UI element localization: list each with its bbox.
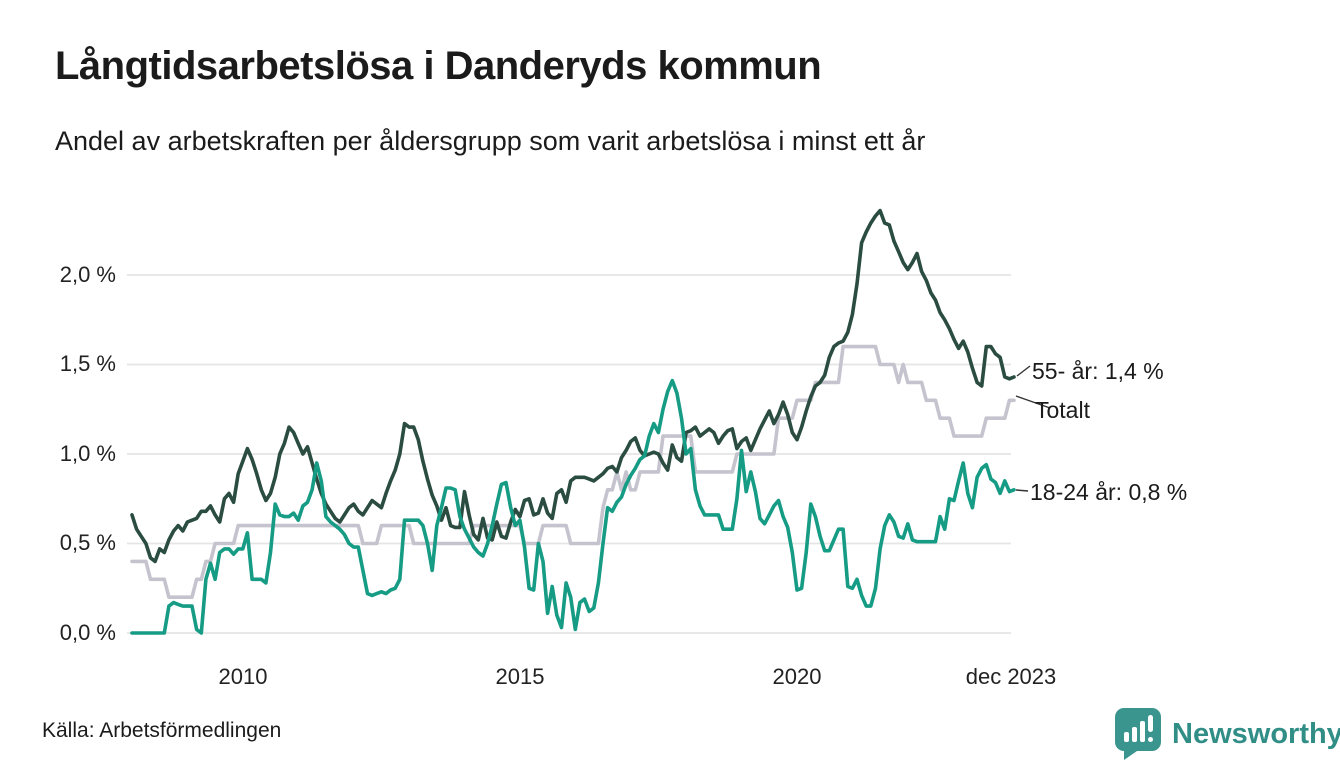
label-leader-line bbox=[1015, 489, 1029, 492]
y-tick-1-0: 1,0 % bbox=[59, 441, 116, 466]
x-tick-2010: 2010 bbox=[218, 664, 268, 689]
label-leader-line bbox=[1016, 365, 1031, 377]
y-tick-2-0: 2,0 % bbox=[59, 262, 116, 287]
series-label-total: Totalt bbox=[1035, 397, 1090, 423]
chart-subtitle: Andel av arbetskraften per åldersgrupp s… bbox=[55, 126, 926, 156]
label-leader-line bbox=[1015, 395, 1051, 409]
series-label-55: 55- år: 1,4 % bbox=[1032, 358, 1164, 384]
y-tick-1-5: 1,5 % bbox=[59, 351, 116, 376]
source-note: Källa: Arbetsförmedlingen bbox=[42, 719, 282, 742]
series-label-18-24: 18-24 år: 0,8 % bbox=[1030, 479, 1188, 505]
x-tick-dec-2023: dec 2023 bbox=[965, 664, 1057, 689]
page-title: Långtidsarbetslösa i Danderyds kommun bbox=[55, 44, 822, 88]
series-line-55-r bbox=[130, 208, 1016, 564]
newsworthy-wordmark: Newsworthy bbox=[1172, 717, 1340, 750]
newsworthy-icon bbox=[1115, 708, 1161, 760]
x-tick-2020: 2020 bbox=[772, 664, 822, 689]
y-tick-0-5: 0,5 % bbox=[59, 530, 116, 555]
newsworthy-logo: Newsworthy bbox=[1114, 706, 1340, 762]
y-tick-0: 0,0 % bbox=[59, 620, 116, 645]
series-line-18-24-r bbox=[130, 378, 1016, 635]
x-tick-2015: 2015 bbox=[495, 664, 545, 689]
series-line-totalt bbox=[130, 344, 1016, 600]
